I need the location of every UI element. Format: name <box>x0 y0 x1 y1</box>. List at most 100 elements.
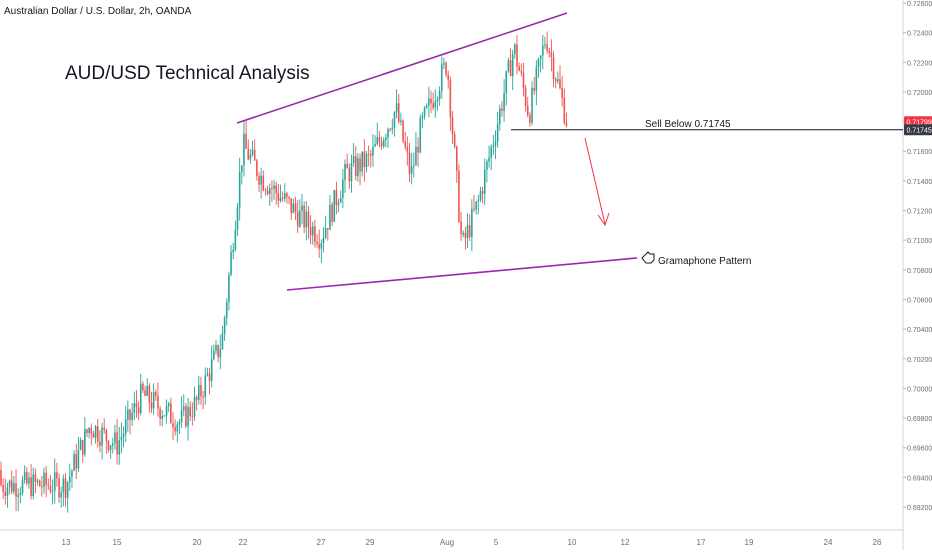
candle-body <box>256 160 258 176</box>
candle-body <box>286 193 288 197</box>
candle-body <box>535 67 538 91</box>
candle-body <box>477 199 480 202</box>
candle-body <box>432 103 434 108</box>
candle-body <box>475 201 477 210</box>
candle-body <box>75 454 78 469</box>
candle-body <box>548 50 551 53</box>
candle-body <box>335 190 338 206</box>
candle-body <box>483 169 486 194</box>
x-tick-label: 19 <box>745 538 754 547</box>
candle-body <box>34 474 37 483</box>
candle-body <box>258 175 260 185</box>
sell-annotation[interactable]: Sell Below 0.71745 <box>645 119 731 130</box>
candle-body <box>292 203 295 214</box>
candle-body <box>144 390 146 396</box>
candle-body <box>322 237 325 244</box>
candle-body <box>346 164 348 169</box>
candle-body <box>53 472 56 491</box>
candle-body <box>62 478 65 493</box>
candle-body <box>354 156 357 177</box>
candle-body <box>374 144 376 147</box>
candle-body <box>544 44 546 46</box>
candle-body <box>165 406 168 416</box>
candle-body <box>546 44 548 51</box>
candle-body <box>305 211 308 228</box>
candle-body <box>385 137 387 140</box>
candle-body <box>210 359 213 381</box>
y-tick-label: 0.71000 <box>907 238 932 245</box>
candle-body <box>200 385 202 397</box>
candle-body <box>331 204 333 222</box>
candle-body <box>32 474 35 496</box>
candle-body <box>563 97 566 123</box>
candle-body <box>172 423 174 428</box>
candle-body <box>301 205 303 211</box>
candle-body <box>163 415 166 417</box>
candle-body <box>0 469 2 486</box>
candle-body <box>161 416 164 419</box>
y-tick-label: 0.70600 <box>907 297 932 304</box>
candle-body <box>221 333 224 350</box>
candle-body <box>273 185 275 189</box>
candle-body <box>217 345 219 358</box>
candle-body <box>187 406 189 427</box>
x-tick-label: 15 <box>113 538 122 547</box>
candle-body <box>137 407 140 414</box>
y-tick-label: 0.71600 <box>907 149 932 156</box>
candle-body <box>458 170 460 222</box>
candle-body <box>234 229 237 250</box>
candle-body <box>99 441 101 446</box>
candle-body <box>271 188 273 189</box>
symbol-label: Australian Dollar / U.S. Dollar, 2h, OAN… <box>4 6 192 17</box>
candle-body <box>204 375 207 397</box>
candle-body <box>15 483 17 497</box>
candle-body <box>557 79 559 82</box>
candle-body <box>419 118 422 153</box>
y-tick-label: 0.71400 <box>907 179 932 186</box>
candle-body <box>539 55 542 60</box>
candle-body <box>350 163 353 182</box>
candle-body <box>77 449 80 469</box>
candle-body <box>456 146 458 171</box>
candle-body <box>195 397 198 400</box>
candle-body <box>268 188 271 194</box>
candle-body <box>438 90 441 100</box>
candle-body <box>445 63 447 75</box>
candle-body <box>526 106 529 116</box>
candle-body <box>428 98 430 106</box>
y-tick-label: 0.69400 <box>907 475 932 482</box>
candle-body <box>174 427 176 432</box>
candle-body <box>339 197 342 203</box>
candle-body <box>486 161 488 170</box>
candle-body <box>372 146 374 156</box>
candle-body <box>45 472 47 485</box>
candle-body <box>127 409 129 420</box>
pattern-annotation[interactable]: Gramaphone Pattern <box>658 256 752 267</box>
candle-body <box>4 491 7 497</box>
candle-body <box>352 156 355 164</box>
candle-body <box>404 141 406 147</box>
candle-body <box>447 74 449 80</box>
candle-body <box>320 243 323 249</box>
candle-body <box>73 454 75 471</box>
candle-body <box>522 72 525 89</box>
y-tick-label: 0.72000 <box>907 90 932 97</box>
candle-body <box>253 149 256 161</box>
candle-body <box>290 198 293 214</box>
candle-body <box>434 101 437 108</box>
x-tick-label: 22 <box>239 538 248 547</box>
candle-body <box>103 427 105 430</box>
candle-body <box>533 87 535 91</box>
x-tick-label: 24 <box>824 538 833 547</box>
y-tick-label: 0.72600 <box>907 1 932 8</box>
candle-body <box>198 385 200 400</box>
candle-body <box>520 70 523 73</box>
candle-body <box>238 171 241 208</box>
candle-body <box>51 490 54 492</box>
y-tick-label: 0.69200 <box>907 505 932 512</box>
candle-body <box>460 221 462 235</box>
candle-body <box>266 190 269 194</box>
candle-body <box>348 168 351 182</box>
